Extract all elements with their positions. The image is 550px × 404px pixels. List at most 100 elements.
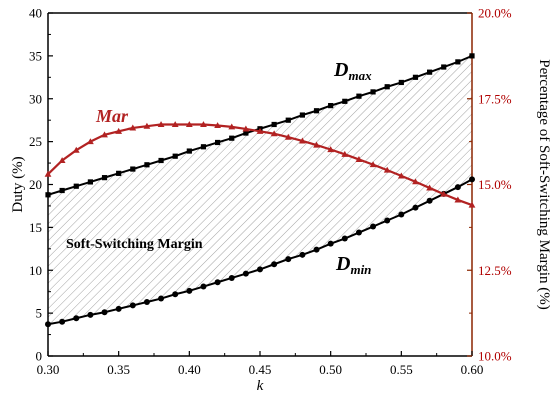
data-point [440, 190, 448, 197]
data-point [73, 183, 79, 189]
y-tick-label: 15 [29, 220, 42, 235]
data-point [370, 89, 376, 95]
data-point [101, 175, 108, 181]
dmin-sub: min [350, 262, 371, 277]
data-point [101, 131, 108, 138]
data-point [384, 84, 390, 90]
dmin-annotation: Dmin [335, 253, 371, 277]
dmin-main: D [335, 253, 350, 275]
data-point [129, 302, 136, 309]
data-point [228, 123, 236, 130]
data-point [469, 176, 475, 183]
data-point [157, 121, 165, 128]
data-point [158, 157, 164, 164]
data-point [469, 53, 475, 59]
data-point [455, 59, 461, 65]
data-point [398, 211, 405, 218]
data-point [299, 112, 305, 118]
y-tick-label: 30 [29, 91, 42, 106]
data-point [185, 121, 193, 128]
data-point [186, 287, 193, 294]
data-point [299, 251, 306, 258]
axis-ticks [47, 12, 473, 357]
region-annotation: Soft-Switching Margin [66, 237, 203, 252]
data-point [214, 122, 221, 129]
data-point [355, 229, 362, 236]
y-tick-label: 25 [29, 134, 42, 149]
data-point [327, 146, 335, 153]
data-point [214, 279, 221, 286]
y-tick-label: 35 [29, 48, 42, 63]
data-point [256, 127, 264, 134]
data-point [285, 256, 292, 263]
data-point [242, 125, 250, 132]
data-point [284, 133, 292, 140]
x-tick-label: 0.30 [37, 362, 60, 377]
data-point [313, 246, 320, 253]
data-point [355, 156, 363, 163]
y-tick-label: 5 [36, 306, 43, 321]
data-point [200, 283, 207, 290]
data-point [72, 146, 80, 153]
dmax-sub: max [348, 68, 372, 83]
data-point [44, 170, 52, 177]
data-point [398, 79, 404, 86]
data-point [271, 261, 278, 268]
data-point [426, 184, 433, 191]
data-point [116, 170, 122, 176]
data-point [270, 130, 278, 137]
data-point [454, 196, 462, 203]
y-tick-label: 40 [29, 6, 42, 21]
data-point [356, 93, 362, 99]
series-layer [44, 53, 476, 328]
data-point [186, 148, 192, 154]
data-point [158, 295, 165, 302]
x-tick-label: 0.40 [178, 362, 201, 377]
data-point [342, 98, 348, 104]
data-point [200, 144, 207, 150]
data-point [58, 157, 66, 164]
x-tick-label: 0.35 [107, 362, 130, 377]
data-point [215, 139, 221, 146]
data-point [59, 318, 66, 325]
data-point [412, 178, 419, 185]
soft-switching-margin-region [48, 55, 472, 325]
data-point [426, 197, 433, 204]
x-tick-label: 0.55 [390, 362, 413, 377]
data-point [228, 274, 235, 281]
data-point [468, 201, 476, 208]
tick-labels: 0.30 0.35 0.40 0.45 0.50 0.55 0.60 0 5 10 15 20 25 30… [29, 6, 512, 378]
data-point [73, 315, 80, 322]
x-tick-label: 0.45 [249, 362, 272, 377]
data-point [271, 121, 277, 128]
x-tick-label: 0.60 [461, 362, 484, 377]
y2-tick-label: 20.0% [478, 6, 512, 21]
series-circle [45, 176, 475, 328]
data-point [341, 235, 348, 242]
data-point [115, 127, 123, 134]
x-axis-label: k [257, 378, 264, 394]
y2-tick-label: 17.5% [478, 91, 512, 106]
y-tick-label: 0 [36, 349, 43, 364]
data-point [59, 187, 65, 194]
data-point [101, 309, 108, 316]
data-point [45, 321, 51, 328]
y2-tick-label: 10.0% [478, 349, 512, 364]
data-point [454, 184, 461, 191]
data-point [341, 150, 349, 157]
data-point [243, 130, 249, 136]
data-point [441, 64, 447, 70]
data-point [257, 266, 263, 273]
data-point [200, 121, 207, 128]
data-point [115, 305, 122, 312]
y2-tick-label: 15.0% [478, 177, 512, 192]
data-point [384, 217, 391, 224]
data-point [242, 270, 249, 277]
dmax-main: D [333, 59, 348, 81]
data-point [143, 298, 150, 305]
y2-tick-label: 12.5% [478, 263, 512, 278]
data-point [130, 166, 136, 172]
data-point [370, 223, 377, 230]
data-point [412, 74, 419, 80]
